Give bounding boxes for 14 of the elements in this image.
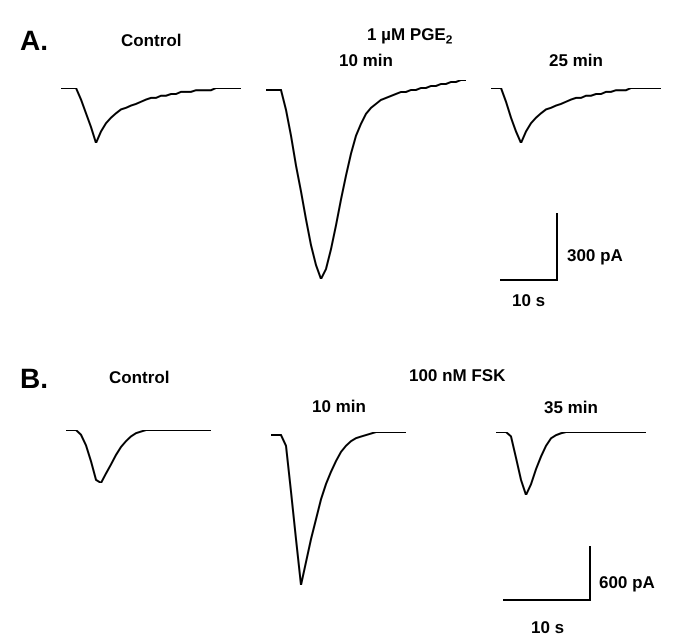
text: 10 s [531, 618, 564, 637]
series-label: 10 min [312, 397, 366, 416]
text: Control [121, 31, 182, 50]
text: 1 µM PGE$_{2}$ [367, 25, 453, 47]
series-label: 25 min [549, 51, 603, 70]
series-label: 35 min [544, 398, 598, 417]
text: 100 nM FSK [409, 366, 506, 385]
chart-title: A. [20, 25, 48, 56]
text: Control [109, 368, 170, 387]
text: 10 s [512, 291, 546, 310]
text: 600 pA [599, 573, 655, 592]
series-label: 10 min [339, 51, 393, 70]
chart-title: B. [20, 363, 48, 394]
text: 300 pA [567, 246, 623, 265]
